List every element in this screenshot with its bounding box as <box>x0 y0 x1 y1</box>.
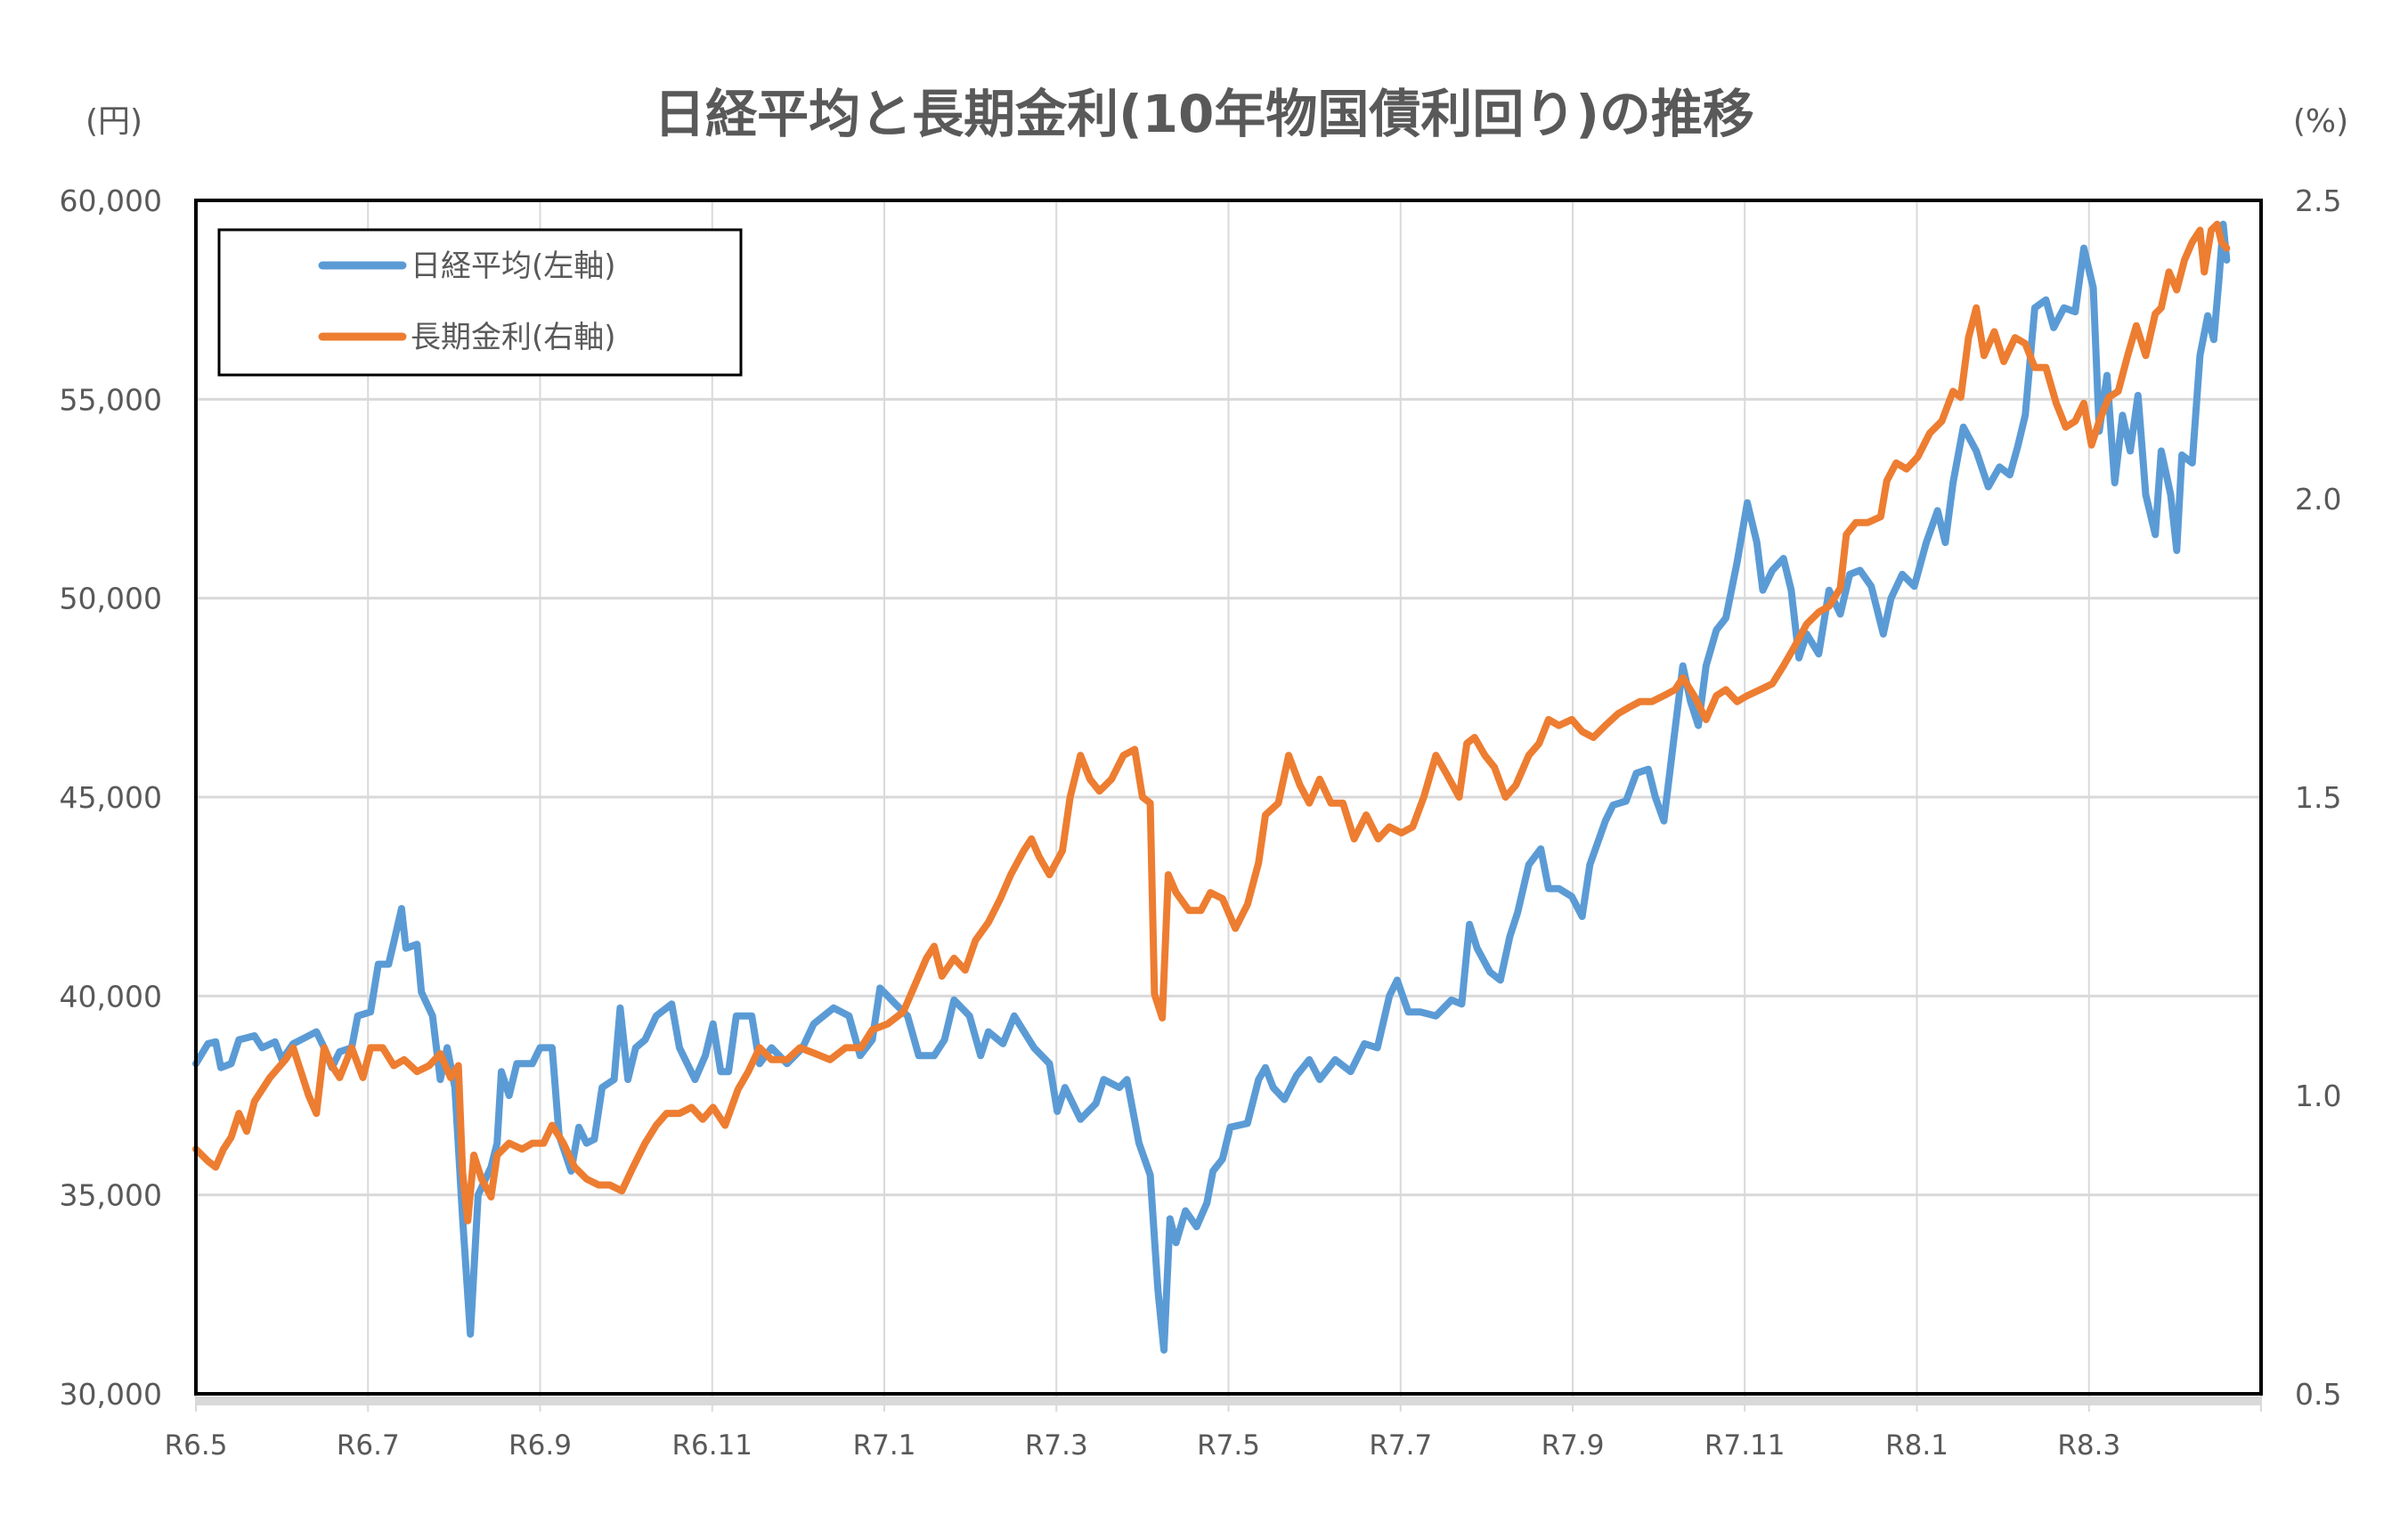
x-tick-label: R6.7 <box>337 1429 400 1462</box>
y-right-tick-label: 1.0 <box>2295 1079 2341 1113</box>
y-left-tick-label: 50,000 <box>60 582 162 616</box>
y-left-tick-label: 60,000 <box>60 183 162 218</box>
x-tick-label: R8.1 <box>1885 1429 1948 1462</box>
y-right-tick-label: 0.5 <box>2295 1377 2341 1412</box>
y-right-tick-label: 2.5 <box>2295 183 2341 218</box>
series-lines <box>192 220 2231 1354</box>
y-right-tick-label: 2.0 <box>2295 482 2341 517</box>
chart-title: 日経平均と長期金利(10年物国債利回り)の推移 <box>654 84 1754 144</box>
right-axis-unit: (%) <box>2293 103 2348 140</box>
x-tick-label: R6.9 <box>508 1429 572 1462</box>
legend-box <box>217 228 743 377</box>
x-tick-label: R6.11 <box>671 1429 752 1462</box>
legend: 日経平均(左軸) 長期金利(右軸) <box>217 228 743 377</box>
y-left-tick-label: 30,000 <box>60 1377 162 1412</box>
legend-label-rate: 長期金利(右軸) <box>411 320 616 355</box>
y-left-tick-label: 55,000 <box>60 382 162 417</box>
x-tick-label: R7.1 <box>853 1429 916 1462</box>
y-right-tick-label: 1.5 <box>2295 780 2341 815</box>
y-left-tick-label: 40,000 <box>60 979 162 1014</box>
long-term-rate-line <box>192 220 2231 1225</box>
tick-labels: 30,000 35,000 40,000 45,000 50,000 55,000 60,0… <box>60 183 2342 1462</box>
x-tick-label: R6.5 <box>165 1429 228 1462</box>
x-tick-label: R8.3 <box>2057 1429 2120 1462</box>
x-tick-label: R7.7 <box>1369 1429 1432 1462</box>
gridlines <box>195 200 2262 1412</box>
x-tick-label: R7.3 <box>1025 1429 1088 1462</box>
legend-label-nikkei: 日経平均(左軸) <box>411 248 616 284</box>
x-tick-label: R7.9 <box>1542 1429 1605 1462</box>
nikkei-line <box>192 220 2231 1354</box>
left-axis-unit: (円) <box>85 103 142 140</box>
y-left-tick-label: 35,000 <box>60 1178 162 1213</box>
y-left-tick-label: 45,000 <box>60 780 162 815</box>
plot-area-border <box>194 199 2263 1396</box>
x-tick-label: R7.11 <box>1704 1429 1786 1462</box>
x-tick-label: R7.5 <box>1197 1429 1260 1462</box>
